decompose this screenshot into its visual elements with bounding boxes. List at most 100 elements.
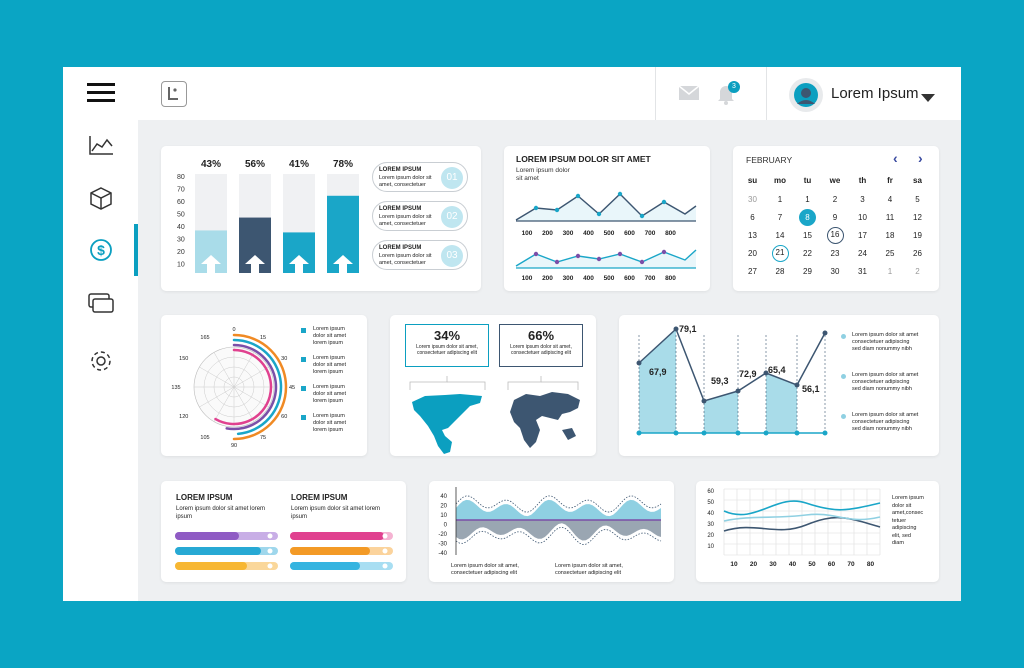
calendar-day[interactable]: 27 <box>748 267 757 276</box>
area-legend-item: Lorem ipsum dolor sit amet consectetuer a… <box>841 332 937 372</box>
radial-spoke <box>213 352 235 388</box>
radial-spoke <box>233 352 255 388</box>
calendar-day[interactable]: 29 <box>803 267 812 276</box>
calendar-day[interactable]: 7 <box>777 213 783 222</box>
calendar-day[interactable]: 9 <box>832 213 838 222</box>
y-tick-label: 50 <box>177 212 185 219</box>
x-tick-label: 400 <box>583 275 594 282</box>
calendar-day[interactable]: 6 <box>750 213 755 222</box>
wave-lower-area <box>456 520 661 541</box>
area-value-label: 79,1 <box>679 324 697 334</box>
area-chart-card: 67,9 79,1 59,3 72,9 65,4 56,1 Lorem ipsum dol… <box>619 315 939 456</box>
weekday-label: fr <box>887 176 893 185</box>
nav-products[interactable] <box>83 180 119 216</box>
calendar-day[interactable]: 14 <box>775 231 785 240</box>
x-tick-label: 200 <box>542 230 553 237</box>
bar-arrow-icon <box>289 255 309 273</box>
calendar-day[interactable]: 1 <box>777 195 783 204</box>
calendar-day[interactable]: 22 <box>803 249 812 258</box>
calendar-day[interactable]: 11 <box>885 213 895 222</box>
notifications-button[interactable]: 3 <box>716 81 740 110</box>
line-point-1 <box>661 199 667 205</box>
calendar-day[interactable]: 26 <box>913 249 922 258</box>
area-value-label: 65,4 <box>768 365 786 375</box>
calendar-day[interactable]: 15 <box>803 231 812 240</box>
wave-y-tick: -20 <box>438 532 447 538</box>
x-tick-label: 600 <box>624 275 635 282</box>
grid-legend-text: amet,consec <box>892 510 924 516</box>
grid-series-1 <box>723 500 881 516</box>
calendar-day[interactable]: 28 <box>775 267 785 276</box>
logo[interactable] <box>161 81 187 107</box>
bar-arrow-icon <box>201 255 221 273</box>
radial-arc <box>232 333 288 441</box>
calendar-prev[interactable]: ‹ <box>893 150 898 166</box>
nav-settings[interactable] <box>83 343 119 379</box>
calendar-day[interactable]: 23 <box>830 249 840 258</box>
radial-spoke <box>213 386 235 422</box>
cards-icon <box>88 293 114 313</box>
avatar[interactable] <box>789 78 823 112</box>
nav-finance[interactable]: $ <box>83 232 119 268</box>
calendar-day[interactable]: 4 <box>887 195 893 204</box>
calendar-day[interactable]: 24 <box>858 249 867 258</box>
nav-analytics[interactable] <box>83 127 119 163</box>
legend-text: consectetuer adipiscing <box>852 419 910 425</box>
calendar-next[interactable]: › <box>918 150 923 166</box>
radial-arc <box>214 348 273 426</box>
grid-x-tick: 50 <box>808 561 816 568</box>
calendar-day[interactable]: 30 <box>748 195 757 204</box>
line-point-1 <box>617 191 623 197</box>
calendar-day[interactable]: 19 <box>913 231 922 240</box>
user-menu-toggle[interactable] <box>921 90 935 108</box>
progress-right-text: Lorem ipsum dolor sit amet lorem ipsum <box>291 506 381 520</box>
calendar-day[interactable]: 18 <box>885 231 895 240</box>
bar-percent-label: 56% <box>245 159 265 170</box>
bar-arrow-icon <box>333 255 353 273</box>
grid-y-tick: 60 <box>707 489 714 495</box>
calendar-day[interactable]: 16 <box>826 227 844 244</box>
calendar-day[interactable]: 8 <box>799 209 816 226</box>
calendar-day[interactable]: 2 <box>915 267 920 276</box>
wave-chart-card: 40 20 10 0 -20 -30 -40 Lorem ipsum dolor sit a… <box>429 481 674 582</box>
wave-lower-bound <box>455 526 662 545</box>
line-series-2 <box>515 249 697 267</box>
calendar-day[interactable]: 1 <box>805 195 810 204</box>
active-indicator <box>134 224 138 276</box>
line-chart-title: LOREM IPSUM DOLOR SIT AMET <box>516 154 651 164</box>
calendar-day[interactable]: 1 <box>887 267 893 276</box>
calendar-day[interactable]: 10 <box>858 213 867 222</box>
calendar-day[interactable]: 21 <box>771 245 789 262</box>
angle-label: 60 <box>281 414 287 420</box>
user-name[interactable]: Lorem Ipsum <box>831 85 919 102</box>
angle-label: 90 <box>231 443 237 449</box>
calendar-day[interactable]: 17 <box>858 231 867 240</box>
calendar-day[interactable]: 12 <box>913 213 922 222</box>
calendar-day[interactable]: 25 <box>885 249 895 258</box>
calendar-day[interactable]: 5 <box>915 195 920 204</box>
calendar-day[interactable]: 3 <box>860 195 865 204</box>
calendar-day[interactable]: 13 <box>748 231 757 240</box>
legend-text: Lorem ipsum <box>313 413 345 419</box>
world-maps <box>409 376 580 454</box>
grid-chart-card: 60 50 40 30 20 10 10 20 30 40 50 60 70 80 Lorem ipsum… <box>696 481 939 582</box>
nav-cards[interactable] <box>83 285 119 321</box>
calendar-day[interactable]: 20 <box>748 249 757 258</box>
step-text: Lorem ipsum dolor sit amet, consectetuer <box>379 175 432 188</box>
step-item[interactable]: LOREM IPSUM Lorem ipsum dolor sit amet, c… <box>372 240 468 270</box>
grid-legend-text: Lorem ipsum <box>892 495 924 501</box>
menu-button[interactable] <box>83 75 119 111</box>
line-point-1 <box>575 193 581 199</box>
legend-dot <box>841 414 846 419</box>
calendar-day[interactable]: 2 <box>832 195 838 204</box>
calendar-day[interactable]: 30 <box>830 267 840 276</box>
legend-text: dolor sit amet <box>313 362 347 368</box>
area-legend-item: Lorem ipsum dolor sit amet consectetuer a… <box>841 372 937 412</box>
weekday-label: th <box>858 176 867 185</box>
step-item[interactable]: LOREM IPSUM Lorem ipsum dolor sit amet, c… <box>372 162 468 192</box>
radial-legend: Lorem ipsum dolor sit amet lorem ipsum Lore… <box>301 326 363 442</box>
step-item[interactable]: LOREM IPSUM Lorem ipsum dolor sit amet, c… <box>372 201 468 231</box>
calendar-day[interactable]: 31 <box>858 267 867 276</box>
grid-x-tick: 70 <box>847 561 855 568</box>
mail-button[interactable] <box>678 85 700 106</box>
